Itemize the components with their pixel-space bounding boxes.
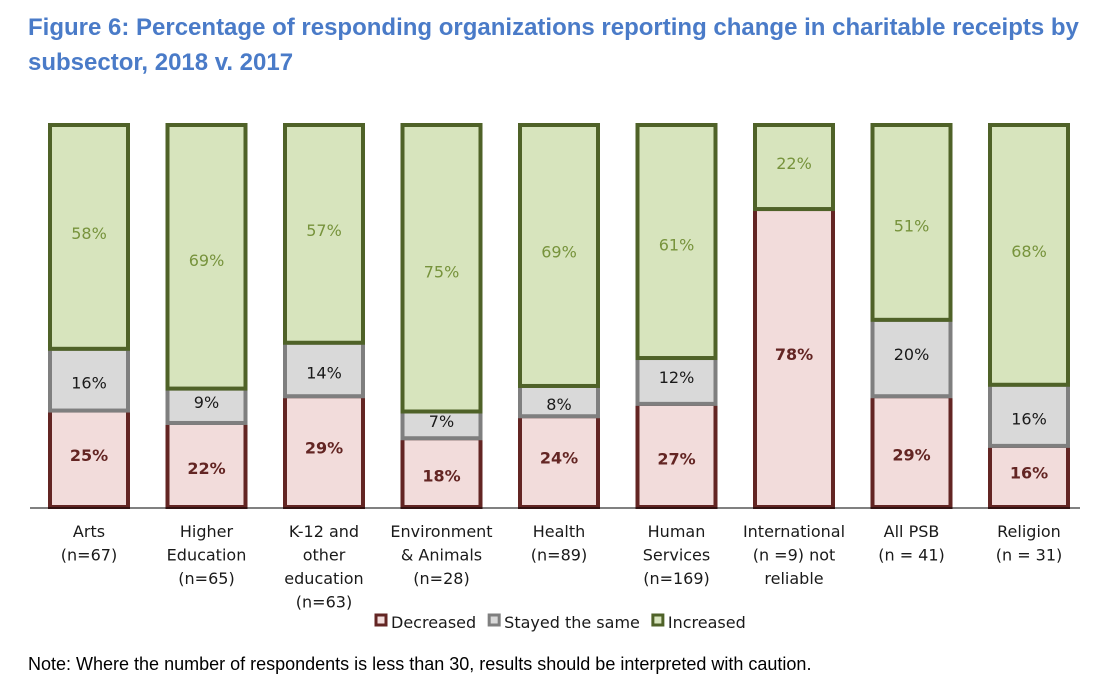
value-label-health-increased: 69%: [541, 242, 577, 261]
bar-k-12-and-decreased: [283, 394, 365, 509]
value-label-arts-stayed-the-same: 16%: [71, 374, 107, 393]
bar-all-psb-increased: [870, 123, 953, 322]
value-label-health-decreased: 24%: [540, 449, 578, 468]
category-label-environment: Environment & Animals (n=28): [390, 522, 492, 588]
category-label-human: Human Services (n=169): [643, 522, 710, 588]
value-label-religion-increased: 68%: [1011, 242, 1047, 261]
bar-human-increased: [635, 123, 718, 361]
bar-health-decreased: [518, 414, 600, 509]
legend: Decreased Stayed the same Increased: [374, 613, 746, 632]
legend-label-stayed-the-same: Stayed the same: [504, 613, 640, 632]
category-label-international: International (n =9) not reliable: [743, 522, 845, 588]
chart-title: Figure 6: Percentage of responding organ…: [28, 14, 1079, 76]
bar-environment-stayed-the-same: [400, 409, 483, 441]
legend-label-increased: Increased: [668, 613, 746, 632]
bar-international-increased: [753, 123, 835, 212]
bar-k-12-and-stayed-the-same: [283, 340, 365, 399]
bar-environment-increased: [400, 123, 483, 414]
category-label-all-psb: All PSB (n = 41): [878, 522, 945, 565]
legend-swatch-decreased: [374, 613, 388, 627]
value-label-arts-decreased: 25%: [70, 446, 108, 465]
value-label-all-psb-increased: 51%: [894, 216, 930, 235]
bar-higher-stayed-the-same: [165, 386, 248, 425]
legend-label-decreased: Decreased: [391, 613, 476, 632]
bar-international-decreased: [753, 207, 835, 509]
bar-higher-increased: [165, 123, 248, 391]
bars-layer: [48, 123, 1070, 510]
legend-swatch-increased: [651, 613, 665, 627]
category-label-arts: Arts (n=67): [61, 522, 117, 565]
category-label-religion: Religion (n = 31): [996, 522, 1063, 565]
value-label-higher-stayed-the-same: 9%: [194, 393, 219, 412]
value-label-health-stayed-the-same: 8%: [546, 395, 571, 414]
footnote: Note: Where the number of respondents is…: [28, 654, 812, 674]
category-label-k-12-and: K-12 and other education (n=63): [284, 522, 363, 612]
value-label-higher-increased: 69%: [189, 251, 225, 270]
category-labels-layer: Arts (n=67) Higher Education (n=65) K-12 and o…: [61, 522, 1062, 612]
stacked-bar-chart: 25% 16% 58% 22% 9% 69% 29% 14% 57% 18% 7% 75% 24% 8% 6…: [30, 123, 1080, 632]
value-label-k-12-and-increased: 57%: [306, 221, 342, 240]
value-label-arts-increased: 58%: [71, 224, 107, 243]
value-label-environment-decreased: 18%: [422, 467, 460, 486]
bar-arts-increased: [48, 123, 130, 351]
value-labels-layer: 25% 16% 58% 22% 9% 69% 29% 14% 57% 18% 7% 75% 24% 8% 6…: [70, 154, 1048, 486]
bar-religion-stayed-the-same: [988, 382, 1070, 448]
value-label-human-increased: 61%: [659, 236, 695, 255]
bar-environment-decreased: [400, 436, 483, 509]
value-label-human-decreased: 27%: [657, 449, 695, 468]
bar-all-psb-stayed-the-same: [870, 317, 953, 399]
value-label-human-stayed-the-same: 12%: [659, 368, 695, 387]
value-label-k-12-and-decreased: 29%: [305, 439, 343, 458]
bar-k-12-and-increased: [283, 123, 365, 345]
value-label-environment-stayed-the-same: 7%: [429, 412, 454, 431]
value-label-international-decreased: 78%: [775, 345, 813, 364]
bar-arts-stayed-the-same: [48, 346, 130, 413]
value-label-all-psb-stayed-the-same: 20%: [894, 345, 930, 364]
legend-swatch-stayed-the-same: [487, 613, 501, 627]
value-label-international-increased: 22%: [776, 154, 812, 173]
category-label-health: Health (n=89): [531, 522, 587, 565]
bar-religion-increased: [988, 123, 1070, 387]
value-label-religion-decreased: 16%: [1010, 463, 1048, 482]
value-label-all-psb-decreased: 29%: [892, 446, 930, 465]
value-label-religion-stayed-the-same: 16%: [1011, 409, 1047, 428]
category-label-higher: Higher Education (n=65): [167, 522, 247, 588]
value-label-environment-increased: 75%: [424, 262, 460, 281]
value-label-k-12-and-stayed-the-same: 14%: [306, 363, 342, 382]
bar-all-psb-decreased: [870, 394, 953, 509]
bar-health-increased: [518, 123, 600, 388]
bar-human-decreased: [635, 401, 718, 509]
value-label-higher-decreased: 22%: [187, 459, 225, 478]
